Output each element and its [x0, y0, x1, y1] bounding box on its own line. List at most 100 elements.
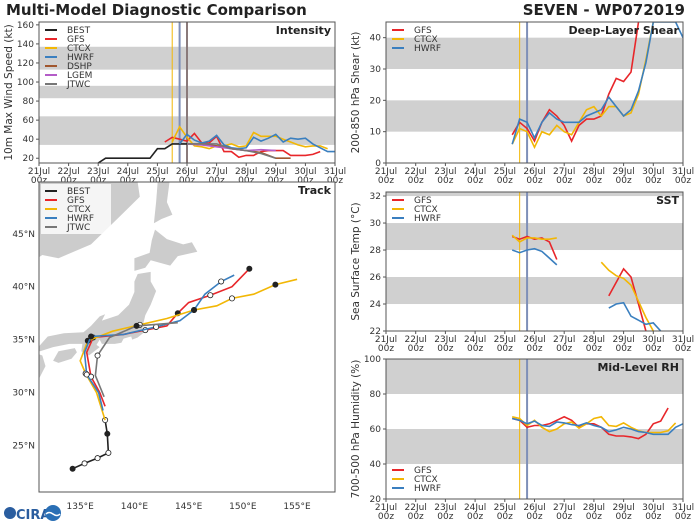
y-tick-label: 26: [370, 273, 382, 283]
y-tick-label: 40: [370, 34, 382, 44]
legend-label: HWRF: [414, 484, 441, 494]
y-axis-label: 10m Max Wind Speed (kt): [3, 24, 15, 160]
land-honshu: [39, 271, 157, 356]
figure-title: Multi-Model Diagnostic Comparison: [6, 1, 307, 19]
x-tick-date: 31Jul: [672, 335, 694, 345]
legend-label: CTCX: [414, 205, 438, 215]
shaded-band: [386, 100, 683, 132]
lat-tick-label: 30°N: [12, 389, 35, 399]
y-tick-label: 100: [364, 355, 381, 365]
x-tick-date: 28Jul: [235, 167, 257, 177]
series-line-gfs: [511, 22, 640, 143]
x-tick-date: 21Jul: [375, 167, 397, 177]
x-tick-date: 22Jul: [405, 167, 427, 177]
y-tick-label: 20: [370, 495, 382, 505]
series-line-gfs: [511, 235, 647, 331]
x-tick-hour: 00z: [61, 176, 77, 186]
legend-label: CTCX: [414, 35, 438, 45]
legend-label: GFS: [414, 466, 432, 476]
x-tick-hour: 00z: [378, 512, 394, 522]
series-line-hwrf: [511, 247, 662, 331]
lat-tick-label: 45°N: [12, 230, 35, 240]
series-line-ctcx: [511, 234, 655, 331]
x-tick-date: 28Jul: [583, 167, 605, 177]
y-tick-label: 40: [23, 135, 35, 145]
series-line-ctcx: [511, 22, 655, 150]
track-point-hwrf: [191, 307, 198, 314]
x-tick-date: 28Jul: [583, 503, 605, 513]
lon-tick-label: 135°E: [67, 502, 95, 512]
x-tick-date: 22Jul: [57, 167, 79, 177]
legend-label: HWRF: [67, 214, 94, 224]
shaded-band: [386, 429, 683, 464]
shaded-band: [386, 359, 683, 394]
y-tick-label: 32: [370, 192, 381, 202]
x-tick-date: 22Jul: [405, 335, 427, 345]
x-tick-hour: 00z: [616, 512, 632, 522]
y-tick-label: 40: [370, 460, 382, 470]
x-tick-date: 21Jul: [28, 167, 50, 177]
lon-tick-label: 140°E: [121, 502, 149, 512]
x-tick-hour: 00z: [675, 176, 691, 186]
x-tick-hour: 00z: [586, 344, 602, 354]
x-tick-hour: 00z: [645, 512, 661, 522]
y-axis-label: 700-500 hPa Humidity (%): [350, 360, 362, 499]
map-frame: [38, 181, 336, 493]
track-point-best: [104, 430, 111, 437]
x-tick-hour: 00z: [645, 176, 661, 186]
y-tick-label: 20: [23, 154, 35, 164]
panel-title: SST: [656, 194, 679, 207]
x-tick-date: 29Jul: [612, 335, 634, 345]
series-line-hwrf: [512, 417, 683, 436]
land-shikoku: [53, 348, 77, 363]
track-point-best: [69, 465, 76, 472]
x-tick-hour: 00z: [378, 344, 394, 354]
y-tick-label: 140: [17, 40, 34, 50]
track-point-ctcx: [272, 281, 279, 288]
series-line-hwrf: [511, 22, 683, 145]
x-tick-date: 24Jul: [464, 335, 486, 345]
x-tick-hour: 00z: [556, 176, 572, 186]
legend-label: JTWC: [66, 80, 90, 90]
panel-title: Track: [298, 184, 332, 197]
x-tick-date: 23Jul: [434, 167, 456, 177]
legend-label: LGEM: [67, 71, 92, 81]
x-tick-hour: 00z: [209, 176, 225, 186]
track-point-gfs: [246, 265, 253, 272]
x-tick-hour: 00z: [179, 176, 195, 186]
y-tick-label: 22: [370, 327, 381, 337]
y-axis-label: Sea Surface Temp (°C): [350, 202, 362, 320]
track-panel: 135°E 140°E 145°E 150°E 155°E 25°N 30°N 35°N 40°…: [12, 181, 336, 512]
y-tick-label: 60: [23, 116, 35, 126]
x-tick-date: 31Jul: [672, 167, 694, 177]
x-tick-date: 30Jul: [642, 335, 664, 345]
x-tick-date: 24Jul: [464, 167, 486, 177]
y-tick-label: 24: [370, 300, 382, 310]
legend-label: HWRF: [414, 214, 441, 224]
y-tick-label: 20: [370, 96, 382, 106]
x-tick-hour: 00z: [31, 176, 47, 186]
sst-panel: 22242628303221Jul00z22Jul00z23Jul00z24Ju…: [350, 191, 694, 354]
track-point-hwrf: [88, 333, 95, 340]
x-tick-hour: 00z: [497, 176, 513, 186]
x-tick-hour: 00z: [327, 176, 343, 186]
panel-title: Deep-Layer Shear: [568, 24, 679, 37]
x-tick-hour: 00z: [616, 344, 632, 354]
legend-label: HWRF: [414, 44, 441, 54]
x-tick-date: 23Jul: [434, 335, 456, 345]
cira-logo-text: CIRA: [16, 508, 50, 523]
land-hokkaido: [134, 229, 198, 271]
x-tick-date: 30Jul: [294, 167, 316, 177]
track-point-jtwc: [133, 322, 140, 329]
legend-label: CTCX: [67, 44, 91, 54]
x-tick-date: 23Jul: [87, 167, 109, 177]
x-tick-hour: 00z: [378, 176, 394, 186]
y-tick-label: 0: [375, 159, 381, 169]
x-tick-date: 26Jul: [176, 167, 198, 177]
x-tick-hour: 00z: [526, 176, 542, 186]
x-tick-hour: 00z: [497, 512, 513, 522]
y-tick-label: 30: [370, 219, 382, 229]
